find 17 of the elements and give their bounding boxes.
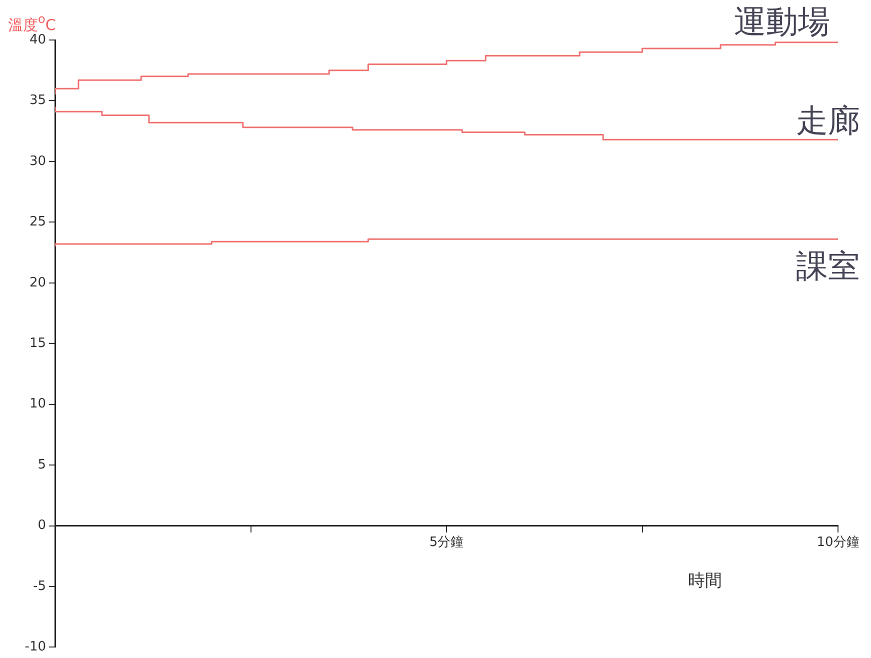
series-label: 運動場 <box>734 2 830 40</box>
y-tick-label: 0 <box>38 518 46 534</box>
series-label: 走廊 <box>796 102 860 140</box>
y-tick-label: 40 <box>29 32 46 48</box>
y-tick-label: 20 <box>29 275 46 290</box>
series-label: 課室 <box>796 247 860 286</box>
y-tick-label: -10 <box>24 640 46 655</box>
y-tick-label: 30 <box>29 154 46 169</box>
x-tick-label: 10分鐘 <box>816 534 860 550</box>
y-tick-label: 25 <box>29 214 46 230</box>
x-axis-title: 時間 <box>688 570 722 591</box>
y-tick-label: -5 <box>33 578 46 594</box>
x-tick-label: 5分鐘 <box>429 534 464 550</box>
y-tick-label: 35 <box>29 93 46 108</box>
y-tick-label: 15 <box>29 336 46 351</box>
y-tick-label: 10 <box>29 396 46 412</box>
y-tick-label: 5 <box>38 457 46 472</box>
